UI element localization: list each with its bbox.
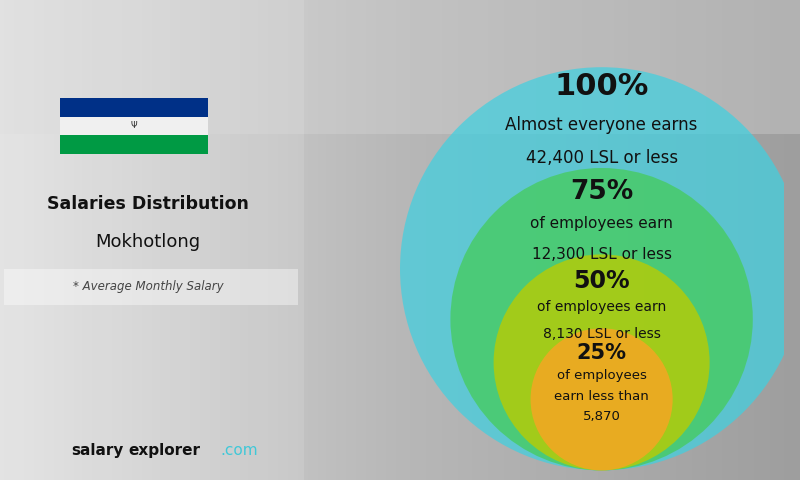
Bar [0,0,800,134]
Circle shape [400,67,800,470]
Bar [60,117,208,135]
Text: Salaries Distribution: Salaries Distribution [47,195,249,213]
Text: of employees: of employees [557,369,646,382]
Text: 75%: 75% [570,179,634,205]
Text: Almost everyone earns: Almost everyone earns [506,116,698,134]
Circle shape [530,328,673,470]
Text: 100%: 100% [554,72,649,101]
Text: salary: salary [72,443,124,458]
Text: explorer: explorer [128,443,200,458]
Bar [60,98,208,117]
Text: 42,400 LSL or less: 42,400 LSL or less [526,149,678,168]
Text: 50%: 50% [574,269,630,293]
Bar [60,135,208,154]
Text: Mokhotlong: Mokhotlong [95,233,201,252]
Text: Ψ: Ψ [130,121,138,131]
Text: 8,130 LSL or less: 8,130 LSL or less [542,326,661,341]
Bar [4,269,298,305]
Circle shape [494,254,710,470]
Text: of employees earn: of employees earn [537,300,666,314]
Text: 25%: 25% [577,343,626,363]
Text: 5,870: 5,870 [582,410,621,423]
Text: earn less than: earn less than [554,389,649,403]
Text: 12,300 LSL or less: 12,300 LSL or less [532,247,672,262]
Bar [0,0,304,480]
Text: * Average Monthly Salary: * Average Monthly Salary [73,280,223,293]
Circle shape [450,168,753,470]
Text: of employees earn: of employees earn [530,216,673,231]
Text: .com: .com [220,443,258,458]
